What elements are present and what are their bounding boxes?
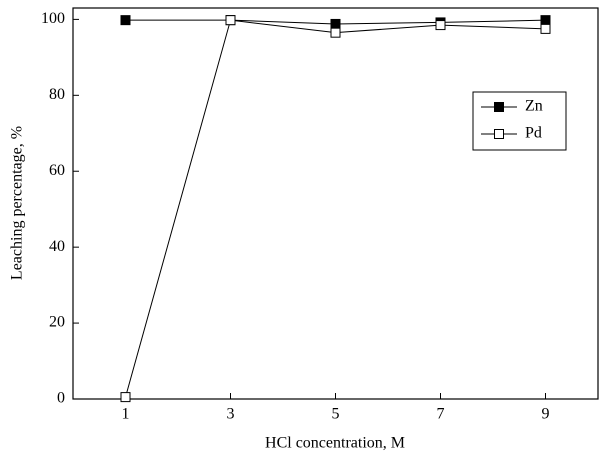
data-point xyxy=(540,15,551,26)
legend-marker xyxy=(494,102,504,112)
x-tick-label: 7 xyxy=(437,406,445,423)
y-tick-label: 100 xyxy=(41,10,65,27)
legend-label: Pd xyxy=(525,125,542,142)
y-tick-label: 80 xyxy=(49,86,65,103)
legend-marker xyxy=(494,129,504,139)
data-point xyxy=(330,27,341,38)
data-point xyxy=(540,23,551,34)
y-tick-label: 60 xyxy=(49,162,65,179)
data-point xyxy=(435,20,446,31)
y-tick-label: 40 xyxy=(49,238,65,255)
plot-frame xyxy=(72,7,599,400)
x-tick-label: 3 xyxy=(227,406,235,423)
x-axis-label: HCl concentration, M xyxy=(265,435,405,452)
data-point xyxy=(120,15,131,26)
x-tick-label: 1 xyxy=(122,406,130,423)
x-tick-label: 5 xyxy=(332,406,340,423)
y-tick-label: 20 xyxy=(49,314,65,331)
data-point xyxy=(225,15,236,26)
legend-box xyxy=(472,91,567,151)
series-line xyxy=(125,19,546,398)
legend-label: Zn xyxy=(525,98,543,115)
data-point xyxy=(330,18,341,29)
y-tick-label: 0 xyxy=(57,390,65,407)
data-point xyxy=(120,392,131,403)
x-tick-label: 9 xyxy=(542,406,550,423)
y-axis-label: Leaching percentage, % xyxy=(9,126,26,280)
